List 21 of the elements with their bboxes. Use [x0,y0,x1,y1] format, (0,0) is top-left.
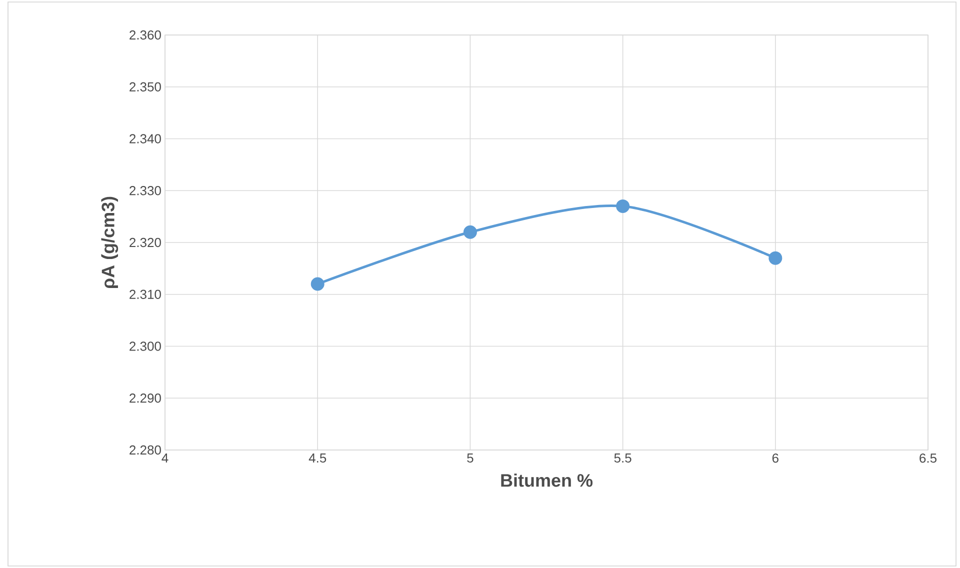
point [310,277,324,291]
y-tick-label: 2.350 [130,82,161,92]
x-tick-label: 5 [467,454,474,463]
y-tick-label: 2.280 [130,445,161,455]
x-axis-title: Bitumen % [501,474,593,487]
x-tick-label: 6.5 [920,454,936,463]
x-tick-label: 6 [772,454,778,463]
point [463,225,477,239]
y-tick-label: 2.300 [130,342,161,351]
y-tick-label: 2.290 [130,394,161,403]
y-tick-label: 2.330 [130,186,161,196]
y-tick-label: 2.320 [130,238,161,248]
y-axis-title: ρA (g/cm3) [101,196,118,288]
point [768,251,782,265]
y-tick-label: 2.340 [130,134,161,144]
y-tick-label: 2.360 [130,30,161,40]
x-tick-label: 4 [162,454,168,462]
x-tick-label: 4.5 [308,454,326,463]
x-tick-label: 5.5 [614,454,632,463]
y-tick-label: 2.310 [130,290,161,299]
point [616,199,630,213]
